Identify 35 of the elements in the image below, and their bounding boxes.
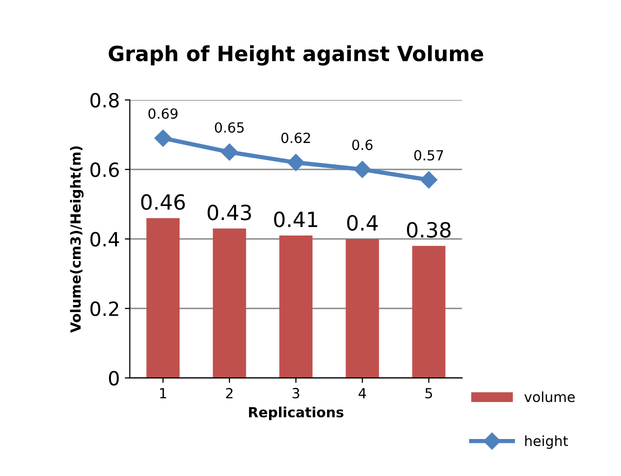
data-label: 0.43 bbox=[208, 204, 251, 220]
x-tick-label: 5 bbox=[425, 388, 432, 398]
point bbox=[220, 144, 238, 161]
y-tick-label: 0 bbox=[108, 370, 119, 386]
point bbox=[354, 160, 371, 178]
y-tick-label: 0.8 bbox=[90, 92, 119, 108]
data-label: 0.46 bbox=[141, 194, 185, 210]
legend-label: volume bbox=[524, 391, 575, 402]
data-label: 0.57 bbox=[414, 150, 444, 161]
legend-label: height bbox=[525, 435, 568, 449]
bar bbox=[412, 246, 446, 378]
bar bbox=[146, 218, 180, 378]
x-tick-label: 1 bbox=[160, 388, 166, 398]
chart-title: Graph of Height against Volume bbox=[108, 45, 484, 66]
y-tick-label: 0.2 bbox=[90, 301, 118, 316]
x-tick-label: 2 bbox=[226, 388, 232, 398]
x-tick-label: 3 bbox=[292, 388, 300, 398]
bar bbox=[212, 228, 246, 378]
data-label: 0.62 bbox=[281, 132, 310, 144]
data-label: 0.41 bbox=[274, 212, 318, 228]
x-tick-label: 4 bbox=[358, 388, 366, 398]
data-label: 0.6 bbox=[352, 140, 373, 150]
data-label: 0.38 bbox=[406, 222, 451, 238]
point bbox=[420, 171, 438, 188]
bar bbox=[279, 235, 313, 378]
data-label: 0.4 bbox=[347, 214, 378, 231]
point bbox=[287, 154, 304, 172]
data-label: 0.65 bbox=[214, 122, 244, 133]
data-label: 0.69 bbox=[148, 108, 178, 119]
x-axis-title: Replications bbox=[249, 406, 344, 420]
bar bbox=[346, 238, 379, 378]
point bbox=[154, 130, 172, 147]
y-tick-label: 0.6 bbox=[90, 162, 119, 178]
y-tick-label: 0.4 bbox=[90, 232, 119, 247]
y-axis-title: Volume(cm3)/Height(m) bbox=[70, 146, 84, 333]
